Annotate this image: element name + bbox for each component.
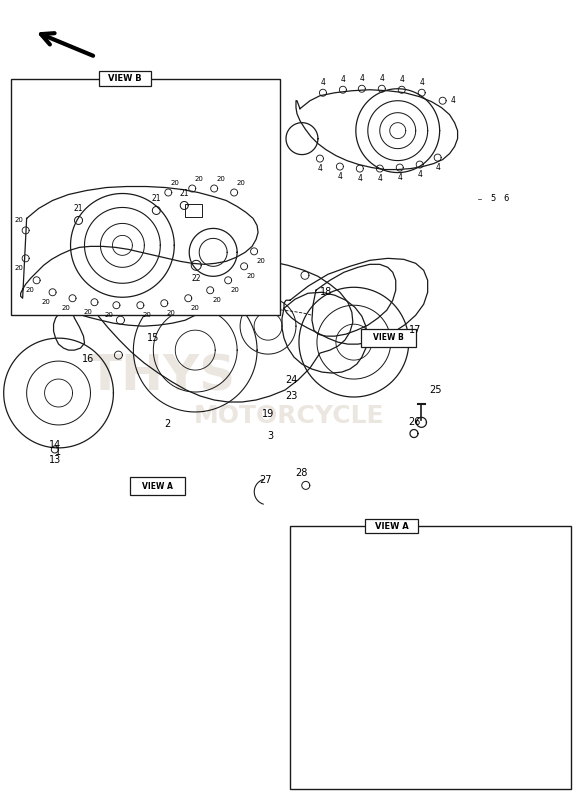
Text: 21: 21 bbox=[74, 204, 83, 213]
Text: 15: 15 bbox=[147, 333, 159, 342]
Text: 20: 20 bbox=[14, 218, 23, 223]
Text: 20: 20 bbox=[167, 310, 176, 316]
Text: 2: 2 bbox=[164, 419, 171, 429]
Text: MOTORCYCLE: MOTORCYCLE bbox=[193, 404, 384, 428]
Text: 23: 23 bbox=[285, 391, 298, 401]
FancyBboxPatch shape bbox=[99, 71, 151, 86]
Text: 20: 20 bbox=[246, 274, 256, 279]
Text: 9: 9 bbox=[205, 282, 211, 292]
Text: 20: 20 bbox=[217, 175, 226, 182]
Bar bbox=[11, 79, 280, 314]
Text: 20: 20 bbox=[41, 299, 50, 306]
Text: 4: 4 bbox=[320, 78, 325, 87]
Text: 18: 18 bbox=[320, 287, 332, 298]
Text: 17: 17 bbox=[409, 325, 421, 334]
Text: 26: 26 bbox=[408, 418, 420, 427]
Text: 4: 4 bbox=[399, 75, 404, 84]
Text: 8: 8 bbox=[123, 102, 129, 111]
Text: 14: 14 bbox=[48, 440, 61, 450]
Text: 21: 21 bbox=[179, 189, 189, 198]
Text: 20: 20 bbox=[25, 287, 34, 294]
Text: 24: 24 bbox=[285, 375, 298, 385]
Text: 16: 16 bbox=[82, 354, 94, 363]
Text: 4: 4 bbox=[435, 163, 440, 172]
Text: 7: 7 bbox=[124, 295, 130, 306]
Text: 4: 4 bbox=[340, 75, 345, 84]
Text: 20: 20 bbox=[213, 298, 222, 303]
Text: 20: 20 bbox=[171, 179, 179, 186]
Text: 20: 20 bbox=[231, 287, 239, 294]
Text: 1: 1 bbox=[55, 447, 61, 457]
Text: 4: 4 bbox=[357, 174, 362, 183]
Text: 20: 20 bbox=[191, 306, 200, 311]
Text: 11: 11 bbox=[193, 118, 205, 127]
Text: VIEW A: VIEW A bbox=[374, 522, 409, 530]
Text: 6: 6 bbox=[503, 194, 509, 203]
Text: 4: 4 bbox=[398, 173, 402, 182]
Text: 12: 12 bbox=[156, 306, 168, 316]
Text: 21: 21 bbox=[152, 194, 161, 203]
Text: 3: 3 bbox=[267, 431, 273, 441]
Text: 5: 5 bbox=[490, 194, 496, 203]
Text: 4: 4 bbox=[359, 74, 364, 83]
FancyBboxPatch shape bbox=[130, 478, 185, 495]
Text: 4: 4 bbox=[450, 96, 455, 106]
Text: 4: 4 bbox=[317, 164, 323, 173]
Text: 4: 4 bbox=[419, 78, 424, 87]
Text: 20: 20 bbox=[105, 312, 114, 318]
Text: 20: 20 bbox=[83, 310, 92, 315]
Text: 20: 20 bbox=[14, 266, 23, 271]
Text: THYS: THYS bbox=[88, 352, 236, 400]
FancyBboxPatch shape bbox=[361, 329, 416, 346]
Text: 4: 4 bbox=[338, 172, 342, 181]
Text: 13: 13 bbox=[48, 455, 61, 465]
Bar bbox=[185, 205, 202, 218]
Text: 4: 4 bbox=[379, 74, 384, 83]
Text: 28: 28 bbox=[295, 469, 308, 478]
Text: 4: 4 bbox=[377, 174, 382, 183]
Text: 20: 20 bbox=[237, 179, 246, 186]
FancyBboxPatch shape bbox=[365, 518, 418, 534]
Text: 20: 20 bbox=[195, 175, 204, 182]
Text: 20: 20 bbox=[143, 312, 152, 318]
Text: 20: 20 bbox=[257, 258, 265, 264]
Text: 19: 19 bbox=[261, 410, 274, 419]
Text: 25: 25 bbox=[429, 386, 441, 395]
Text: 22: 22 bbox=[192, 274, 201, 282]
Text: 4: 4 bbox=[417, 170, 422, 179]
Text: 27: 27 bbox=[259, 475, 272, 485]
Text: VIEW B: VIEW B bbox=[108, 74, 142, 83]
Text: VIEW B: VIEW B bbox=[373, 334, 404, 342]
Bar bbox=[290, 526, 571, 790]
Text: 20: 20 bbox=[61, 306, 70, 311]
Text: VIEW A: VIEW A bbox=[142, 482, 173, 490]
Text: 10: 10 bbox=[80, 267, 92, 278]
